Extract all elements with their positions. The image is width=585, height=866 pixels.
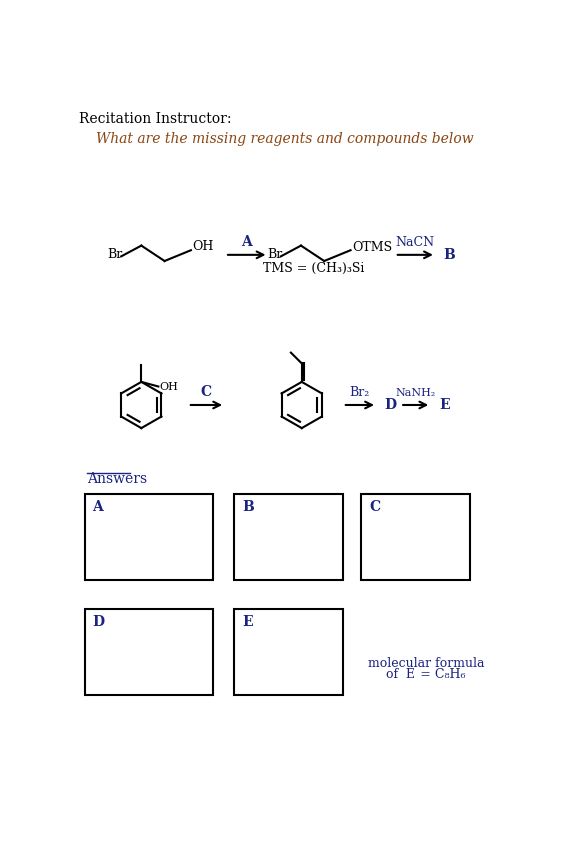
Text: OH: OH (159, 382, 178, 391)
Text: Br: Br (107, 248, 122, 261)
Text: of   E  = C₈H₆: of E = C₈H₆ (386, 669, 466, 682)
Text: C: C (369, 500, 380, 514)
Text: molecular formula: molecular formula (367, 656, 484, 669)
Text: TMS = (CH₃)₃Si: TMS = (CH₃)₃Si (263, 262, 364, 275)
Text: E: E (242, 615, 253, 630)
Text: NaCN: NaCN (395, 236, 435, 249)
Text: B: B (443, 248, 455, 262)
Text: OH: OH (192, 240, 214, 253)
Text: Br: Br (267, 248, 282, 261)
Text: OTMS: OTMS (352, 241, 393, 254)
Bar (85, 609, 212, 695)
Text: NaNH₂: NaNH₂ (395, 388, 436, 397)
Bar (362, 494, 470, 579)
Text: What are the missing reagents and compounds below: What are the missing reagents and compou… (97, 132, 474, 145)
Text: Answers: Answers (87, 472, 147, 486)
Text: Br₂: Br₂ (350, 385, 370, 398)
Text: C: C (201, 385, 212, 398)
Text: D: D (92, 615, 105, 630)
Text: A: A (242, 235, 252, 249)
Text: A: A (92, 500, 103, 514)
Text: B: B (242, 500, 254, 514)
Bar (235, 494, 343, 579)
Text: D: D (385, 398, 397, 412)
Bar (235, 609, 343, 695)
Bar (85, 494, 212, 579)
Text: E: E (439, 398, 449, 412)
Text: Recitation Instructor:: Recitation Instructor: (80, 112, 232, 126)
